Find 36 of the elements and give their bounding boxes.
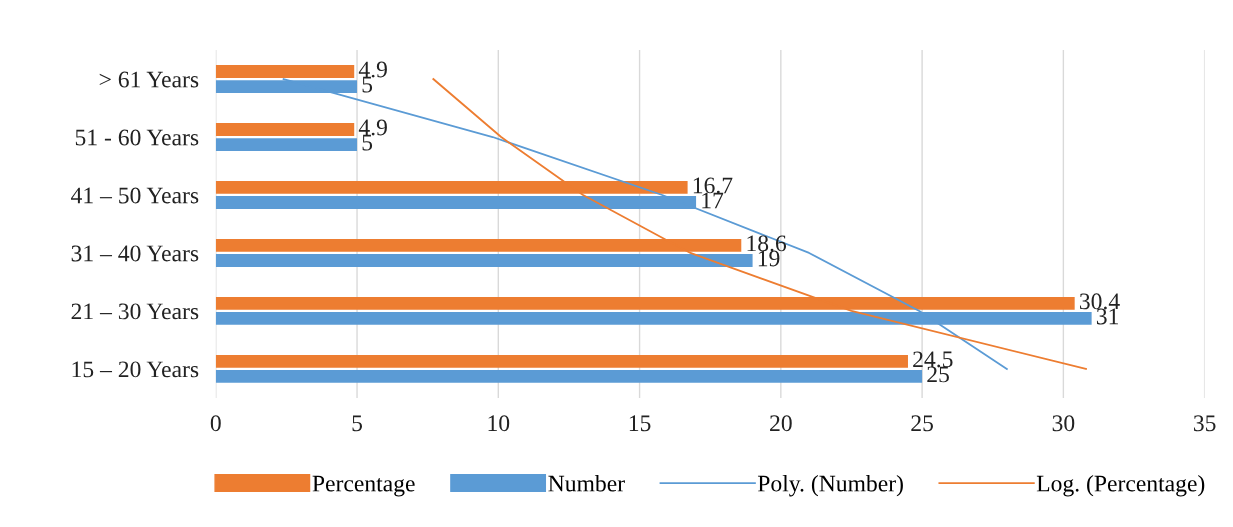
- legend-label: Number: [548, 474, 625, 492]
- x-tick-label: 5: [352, 415, 363, 432]
- x-tick-label: 20: [770, 415, 792, 432]
- data-label: 31: [1096, 308, 1118, 325]
- bar: [215, 65, 355, 78]
- legend-label: Poly. (Number): [757, 474, 903, 497]
- data-label: 5: [362, 134, 373, 151]
- x-tick-label: 15: [629, 415, 651, 432]
- bar: [215, 354, 908, 368]
- y-tick-label: 41 – 50 Years: [71, 187, 199, 204]
- x-tick-label: 35: [1193, 415, 1216, 432]
- x-tick-label: 0: [210, 415, 221, 432]
- x-tick-label: 30: [1052, 415, 1075, 432]
- legend-label: Percentage: [312, 475, 415, 497]
- y-tick-label: > 61 Years: [99, 71, 199, 88]
- bar: [215, 254, 753, 267]
- bar: [215, 123, 355, 136]
- data-label: 25: [927, 366, 949, 383]
- x-tick-label: 10: [488, 415, 510, 432]
- y-tick-label: 15 – 20 Years: [72, 361, 199, 378]
- data-label: 19: [758, 250, 780, 267]
- bar: [215, 370, 923, 383]
- y-tick-label: 51 - 60 Years: [75, 129, 199, 146]
- data-label: 4.9: [358, 119, 387, 136]
- x-tick-label: 25: [911, 415, 933, 432]
- data-label: 18.6: [747, 235, 787, 252]
- data-label: 4.9: [358, 61, 387, 78]
- y-tick-label: 21 – 30 Years: [71, 303, 199, 320]
- data-label: 17: [702, 192, 724, 209]
- y-tick-label: 31 – 40 Years: [71, 245, 199, 262]
- bar: [215, 138, 358, 151]
- data-label: 24.5: [913, 351, 953, 368]
- legend-label: Log. (Percentage): [1036, 474, 1205, 497]
- data-label: 16.7: [693, 177, 733, 194]
- data-label: 30.4: [1079, 293, 1120, 310]
- data-label: 5: [362, 76, 373, 93]
